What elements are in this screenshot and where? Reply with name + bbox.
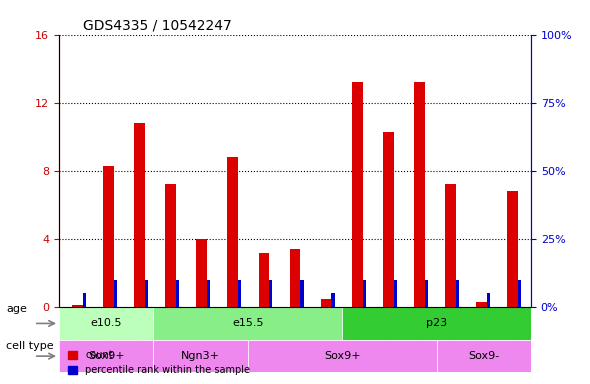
Bar (290, 249, 300, 307)
Text: e15.5: e15.5 (232, 318, 264, 328)
Bar (394, 280, 396, 307)
Bar (103, 166, 114, 307)
Bar (352, 82, 362, 307)
Bar (445, 184, 455, 307)
Bar (228, 157, 238, 307)
Bar (414, 82, 425, 307)
Bar (72, 305, 83, 307)
Bar (238, 280, 241, 307)
Bar (437, 340, 531, 372)
Bar (258, 253, 270, 307)
Text: Sox9-: Sox9- (468, 351, 499, 361)
Bar (176, 280, 179, 307)
Text: Sox9+: Sox9+ (88, 351, 124, 361)
Text: e10.5: e10.5 (90, 318, 122, 328)
Bar (59, 307, 153, 340)
Bar (507, 191, 518, 307)
Bar (332, 293, 335, 307)
Bar (196, 239, 207, 307)
Legend: count, percentile rank within the sample: count, percentile rank within the sample (64, 346, 254, 379)
Bar (248, 340, 437, 372)
Bar (153, 340, 248, 372)
Bar (487, 293, 490, 307)
Bar (207, 280, 211, 307)
Text: Sox9+: Sox9+ (324, 351, 360, 361)
Text: p23: p23 (426, 318, 447, 328)
Text: age: age (6, 304, 27, 314)
Bar (362, 280, 366, 307)
Bar (114, 280, 117, 307)
Bar (153, 307, 342, 340)
Bar (165, 184, 176, 307)
Bar (270, 280, 273, 307)
Bar (135, 123, 145, 307)
Text: cell type: cell type (6, 341, 54, 351)
Bar (320, 299, 332, 307)
Bar (83, 293, 86, 307)
Bar (455, 280, 459, 307)
Bar (383, 132, 394, 307)
Bar (425, 280, 428, 307)
Bar (59, 340, 153, 372)
Bar (342, 307, 531, 340)
Text: Ngn3+: Ngn3+ (181, 351, 220, 361)
Text: GDS4335 / 10542247: GDS4335 / 10542247 (83, 18, 231, 32)
Bar (476, 302, 487, 307)
Bar (300, 280, 303, 307)
Bar (518, 280, 521, 307)
Bar (145, 280, 148, 307)
